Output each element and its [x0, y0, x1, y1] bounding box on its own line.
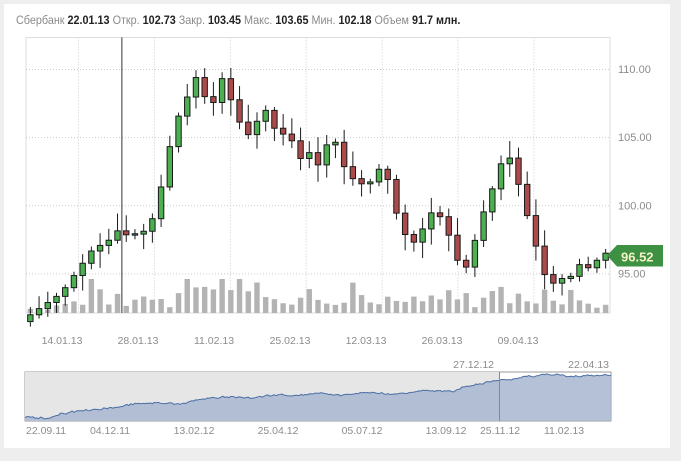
svg-text:14.01.13: 14.01.13	[42, 335, 83, 347]
svg-text:28.01.13: 28.01.13	[118, 335, 159, 347]
svg-text:27.12.12: 27.12.12	[453, 359, 494, 371]
svg-text:25.11.12: 25.11.12	[480, 425, 520, 437]
svg-text:04.12.11: 04.12.11	[90, 425, 130, 437]
svg-text:11.02.13: 11.02.13	[544, 425, 584, 437]
svg-text:05.07.12: 05.07.12	[342, 425, 383, 437]
svg-text:13.02.12: 13.02.12	[174, 425, 215, 437]
svg-text:110.00: 110.00	[618, 64, 651, 76]
svg-text:13.09.12: 13.09.12	[426, 425, 467, 437]
svg-text:105.00: 105.00	[618, 132, 652, 144]
svg-text:25.02.13: 25.02.13	[270, 335, 311, 347]
svg-text:25.04.12: 25.04.12	[258, 425, 299, 437]
svg-text:26.03.13: 26.03.13	[422, 335, 463, 347]
svg-text:22.04.13: 22.04.13	[568, 359, 609, 371]
svg-text:11.02.13: 11.02.13	[194, 335, 234, 347]
svg-text:100.00: 100.00	[618, 201, 652, 213]
svg-text:96.52: 96.52	[621, 250, 654, 265]
svg-text:95.00: 95.00	[618, 269, 646, 281]
svg-text:12.03.13: 12.03.13	[346, 335, 387, 347]
svg-text:22.09.11: 22.09.11	[26, 425, 66, 437]
svg-text:09.04.13: 09.04.13	[498, 335, 539, 347]
